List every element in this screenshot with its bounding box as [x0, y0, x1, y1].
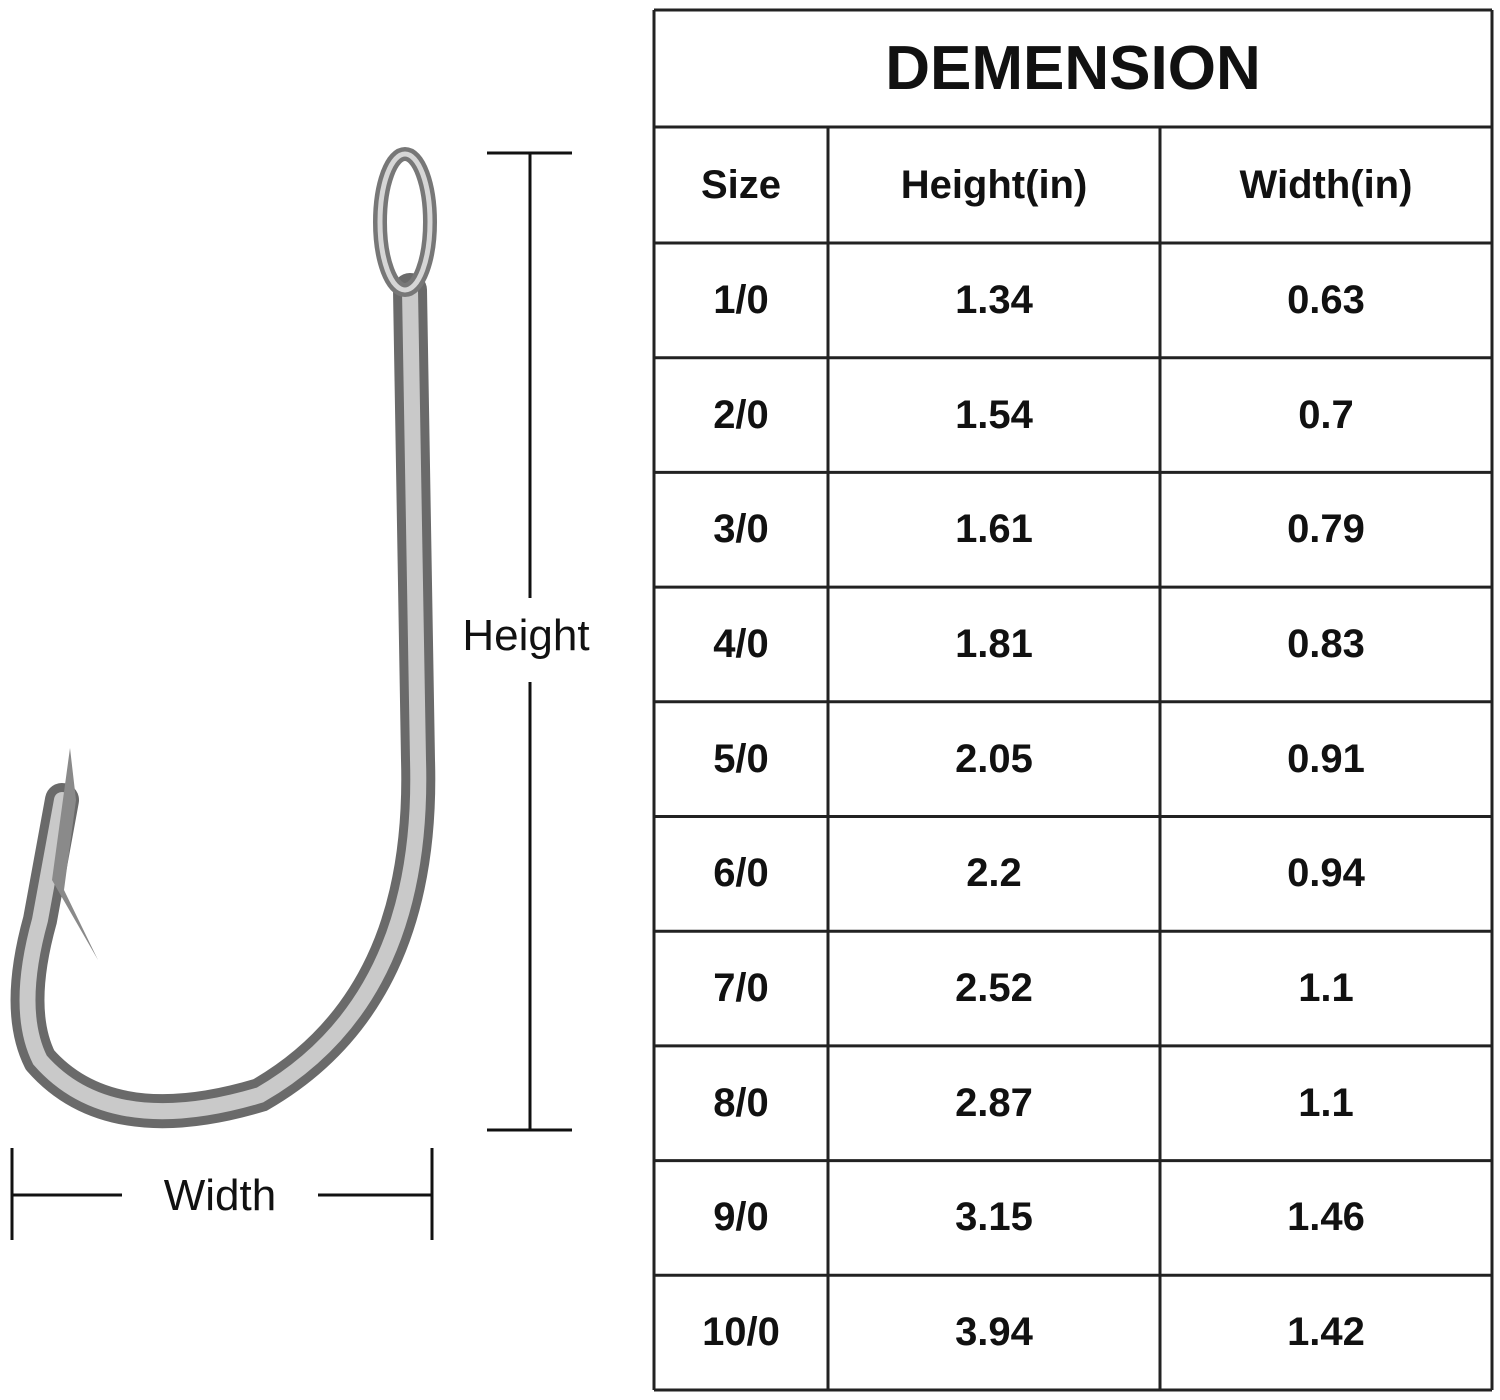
table-cell: 0.7	[1298, 392, 1354, 437]
dimension-lines	[10, 151, 572, 1240]
table-cell: 1.34	[955, 277, 1033, 322]
table-cell: 0.83	[1287, 621, 1365, 666]
table-cell: 2.87	[955, 1080, 1033, 1125]
table-cell: 0.79	[1287, 507, 1365, 552]
table-cell: 4/0	[713, 621, 769, 666]
table-cell: 8/0	[713, 1080, 769, 1125]
table-title: DEMENSION	[885, 34, 1261, 103]
table-cell: 2/0	[713, 392, 769, 437]
table-cell: 1.42	[1287, 1310, 1365, 1355]
column-header: Width(in)	[1239, 162, 1413, 207]
table-grid	[652, 8, 1494, 1392]
table-cell: 1/0	[713, 277, 769, 322]
table-cell: 3/0	[713, 507, 769, 552]
table-cell: 1.46	[1287, 1195, 1365, 1240]
table-cell: 6/0	[713, 851, 769, 896]
table-cell: 3.15	[955, 1195, 1033, 1240]
table-cell: 1.81	[955, 621, 1033, 666]
table-cell: 10/0	[702, 1310, 780, 1355]
hook	[10, 147, 437, 1129]
table-cell: 2.05	[955, 736, 1033, 781]
table-cell: 2.52	[955, 966, 1033, 1011]
column-header: Size	[700, 162, 782, 207]
table-cell: 7/0	[713, 966, 769, 1011]
table-cell: 0.94	[1287, 851, 1365, 896]
height-label: Height	[462, 611, 589, 660]
table-cell: 1.1	[1298, 966, 1354, 1011]
table-cell: 1.61	[955, 507, 1033, 552]
table-cell: 2.2	[966, 851, 1022, 896]
table-cell: 3.94	[955, 1310, 1033, 1355]
table-cell: 1.54	[955, 392, 1033, 437]
table-cell: 0.63	[1287, 277, 1365, 322]
column-header: Height(in)	[900, 162, 1088, 207]
table-cell: 9/0	[713, 1195, 769, 1240]
table-cell: 5/0	[713, 736, 769, 781]
width-label: Width	[164, 1171, 276, 1220]
table-cell: 0.91	[1287, 736, 1365, 781]
table-cell: 1.1	[1298, 1080, 1354, 1125]
